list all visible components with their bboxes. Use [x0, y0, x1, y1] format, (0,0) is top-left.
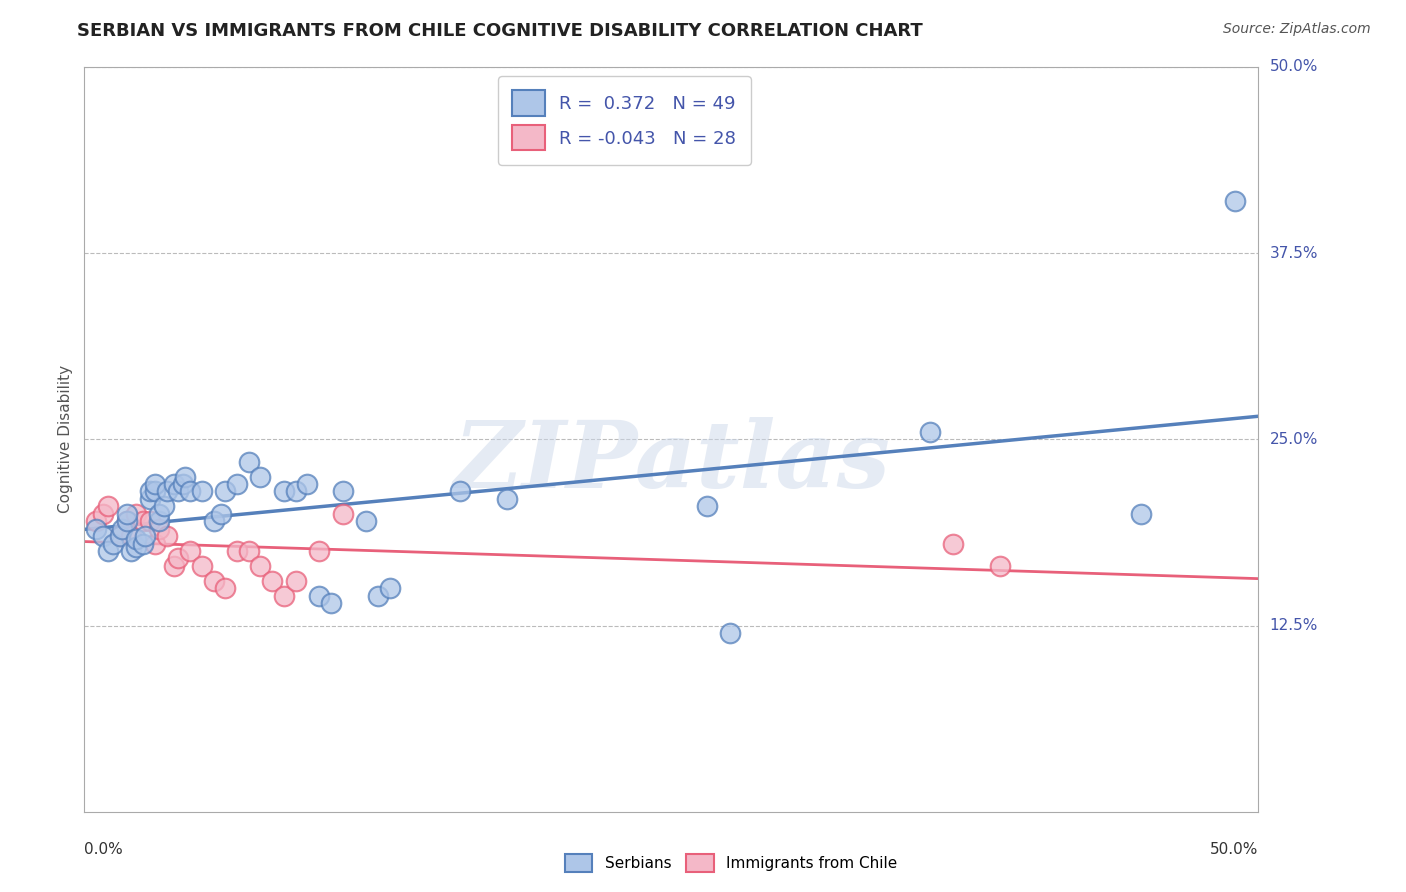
Point	[155, 484, 177, 499]
Text: ZIPatlas: ZIPatlas	[453, 417, 890, 507]
Point	[179, 484, 201, 499]
Text: 37.5%: 37.5%	[1270, 245, 1317, 260]
Point	[120, 529, 142, 543]
Point	[120, 544, 142, 558]
Point	[167, 551, 190, 566]
Text: Source: ZipAtlas.com: Source: ZipAtlas.com	[1223, 22, 1371, 37]
Point	[115, 514, 138, 528]
Point	[162, 558, 184, 573]
Point	[449, 484, 471, 499]
Point	[143, 484, 166, 499]
Point	[125, 540, 148, 554]
Point	[155, 529, 177, 543]
Point	[91, 529, 114, 543]
Point	[308, 589, 330, 603]
Point	[367, 589, 389, 603]
Point	[1130, 507, 1153, 521]
Point	[125, 507, 148, 521]
Text: 50.0%: 50.0%	[1270, 60, 1317, 74]
Legend: R =  0.372   N = 49, R = -0.043   N = 28: R = 0.372 N = 49, R = -0.043 N = 28	[498, 76, 751, 165]
Point	[214, 484, 236, 499]
Point	[148, 507, 170, 521]
Point	[332, 484, 354, 499]
Point	[214, 582, 236, 596]
Point	[238, 455, 260, 469]
Point	[101, 536, 124, 550]
Point	[111, 522, 134, 536]
Point	[143, 477, 166, 491]
Text: 25.0%: 25.0%	[1270, 432, 1317, 447]
Point	[308, 544, 330, 558]
Point	[273, 484, 295, 499]
Point	[139, 491, 162, 506]
Point	[718, 626, 741, 640]
Point	[226, 544, 249, 558]
Point	[179, 544, 201, 558]
Point	[297, 477, 319, 491]
Point	[191, 484, 214, 499]
Text: 12.5%: 12.5%	[1270, 618, 1317, 633]
Point	[115, 514, 138, 528]
Point	[125, 532, 148, 546]
Point	[284, 574, 307, 588]
Point	[91, 507, 114, 521]
Point	[143, 536, 166, 550]
Point	[249, 558, 271, 573]
Point	[148, 522, 170, 536]
Point	[97, 544, 120, 558]
Point	[262, 574, 284, 588]
Point	[202, 574, 225, 588]
Point	[238, 544, 260, 558]
Point	[942, 536, 965, 550]
Point	[1223, 194, 1246, 208]
Point	[132, 536, 155, 550]
Point	[226, 477, 249, 491]
Point	[84, 522, 107, 536]
Point	[167, 484, 190, 499]
Point	[132, 514, 155, 528]
Point	[108, 529, 131, 543]
Y-axis label: Cognitive Disability: Cognitive Disability	[58, 365, 73, 514]
Point	[378, 582, 401, 596]
Point	[191, 558, 214, 573]
Point	[496, 491, 519, 506]
Point	[696, 500, 718, 514]
Point	[148, 514, 170, 528]
Point	[988, 558, 1011, 573]
Point	[284, 484, 307, 499]
Point	[918, 425, 941, 439]
Point	[153, 500, 176, 514]
Text: SERBIAN VS IMMIGRANTS FROM CHILE COGNITIVE DISABILITY CORRELATION CHART: SERBIAN VS IMMIGRANTS FROM CHILE COGNITI…	[77, 22, 924, 40]
Point	[139, 484, 162, 499]
Point	[332, 507, 354, 521]
Point	[115, 507, 138, 521]
Point	[139, 514, 162, 528]
Point	[273, 589, 295, 603]
Point	[134, 529, 156, 543]
Point	[174, 469, 197, 483]
Point	[97, 500, 120, 514]
Point	[209, 507, 232, 521]
Point	[319, 596, 342, 610]
Text: 0.0%: 0.0%	[84, 841, 124, 856]
Point	[162, 477, 184, 491]
Legend: Serbians, Immigrants from Chile: Serbians, Immigrants from Chile	[557, 846, 905, 880]
Point	[249, 469, 271, 483]
Point	[354, 514, 377, 528]
Point	[108, 529, 131, 543]
Point	[202, 514, 225, 528]
Point	[172, 477, 194, 491]
Text: 50.0%: 50.0%	[1211, 841, 1258, 856]
Point	[84, 514, 107, 528]
